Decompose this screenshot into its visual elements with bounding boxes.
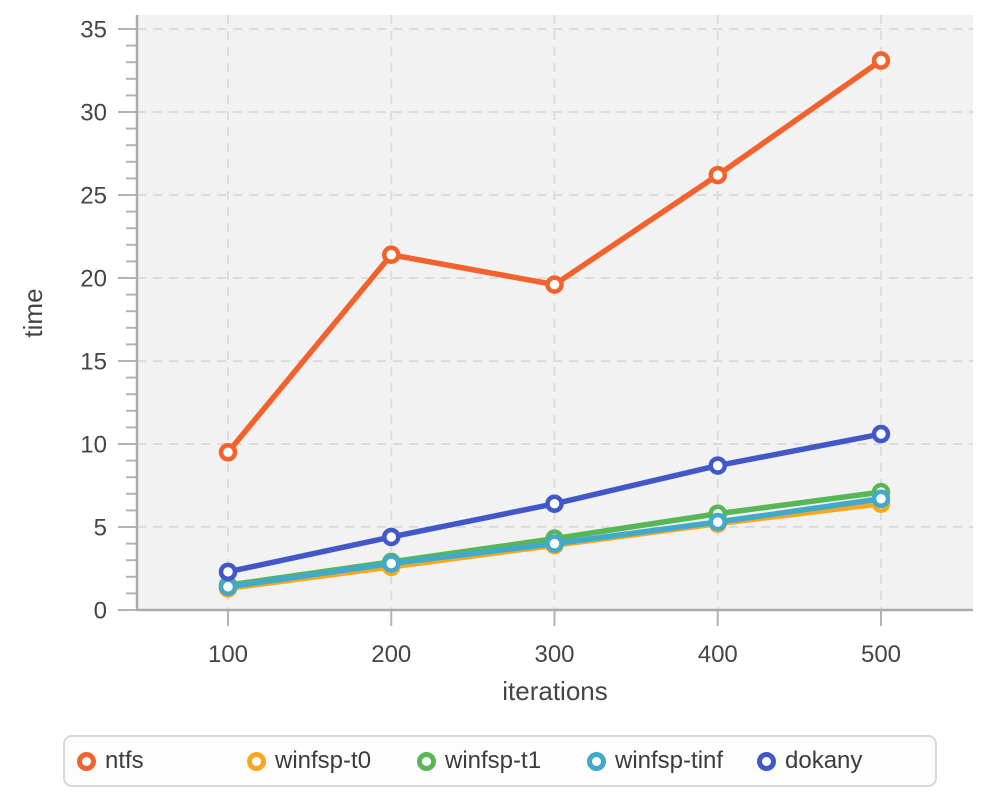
legend-marker-icon bbox=[417, 751, 436, 771]
line-chart: time iterations 0 5 10 15 20 25 30 35 100 200 300 4… bbox=[18, 15, 973, 706]
marker-winfsp-tinf bbox=[218, 577, 238, 597]
marker-dokany bbox=[871, 424, 891, 444]
legend-marker-icon bbox=[587, 751, 606, 771]
legend-marker-icon bbox=[247, 751, 266, 771]
legend-marker-icon bbox=[77, 751, 96, 771]
y-tick-label: 35 bbox=[80, 16, 107, 43]
x-axis-title: iterations bbox=[502, 676, 608, 706]
marker-ntfs bbox=[382, 245, 401, 265]
marker-dokany bbox=[218, 562, 238, 582]
x-tick-label: 500 bbox=[861, 641, 901, 668]
y-tick-label: 25 bbox=[80, 182, 107, 209]
legend-label: winfsp-t1 bbox=[445, 747, 542, 774]
marker-ntfs bbox=[545, 275, 564, 294]
legend-label: winfsp-t0 bbox=[275, 747, 372, 774]
legend-marker-icon bbox=[757, 751, 776, 771]
legend-item-winfsp-t0: winfsp-t0 bbox=[247, 747, 417, 775]
marker-ntfs bbox=[871, 51, 891, 70]
plot-area bbox=[137, 15, 973, 610]
legend-label: ntfs bbox=[105, 747, 144, 774]
x-tick-label: 400 bbox=[698, 641, 738, 668]
x-tick-label: 200 bbox=[371, 641, 411, 668]
legend-item-dokany: dokany bbox=[757, 747, 862, 775]
y-tick-label: 0 bbox=[94, 597, 107, 624]
legend-item-winfsp-t1: winfsp-t1 bbox=[417, 747, 587, 775]
x-tick-label: 300 bbox=[534, 641, 574, 668]
marker-ntfs bbox=[708, 165, 727, 185]
y-tick-label: 10 bbox=[80, 431, 107, 458]
marker-dokany bbox=[545, 494, 564, 514]
y-tick-label: 5 bbox=[94, 514, 107, 541]
marker-dokany bbox=[382, 527, 401, 547]
y-tick-label: 15 bbox=[80, 348, 107, 375]
marker-ntfs bbox=[218, 443, 238, 462]
legend-item-winfsp-tinf: winfsp-tinf bbox=[587, 747, 757, 775]
chart-legend: ntfs winfsp-t0 winfsp-t1 winfsp-tinf dokany bbox=[63, 735, 937, 787]
x-tick-label: 100 bbox=[208, 641, 248, 668]
marker-winfsp-tinf bbox=[382, 554, 401, 573]
marker-winfsp-tinf bbox=[871, 489, 891, 509]
marker-dokany bbox=[708, 456, 727, 475]
legend-item-ntfs: ntfs bbox=[77, 747, 247, 775]
legend-label: winfsp-tinf bbox=[615, 747, 724, 774]
y-axis-title: time bbox=[18, 288, 48, 337]
y-tick-label: 20 bbox=[80, 265, 107, 292]
legend-label: dokany bbox=[785, 747, 863, 774]
marker-winfsp-tinf bbox=[708, 512, 727, 532]
marker-winfsp-tinf bbox=[545, 534, 564, 553]
y-tick-label: 30 bbox=[80, 99, 107, 126]
